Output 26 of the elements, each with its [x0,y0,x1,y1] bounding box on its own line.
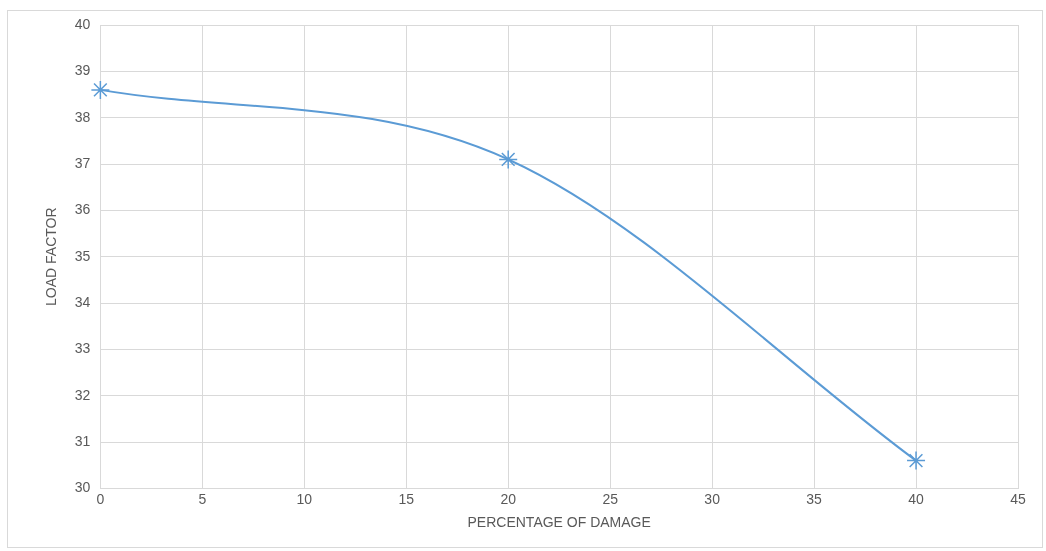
y-tick-label: 37 [74,154,91,171]
y-tick-label: 33 [74,340,91,357]
x-tick-label: 25 [602,490,619,507]
x-tick-label: 20 [500,490,517,507]
x-tick-label: 30 [704,490,721,507]
x-tick-label: 40 [908,490,925,507]
x-tick-label: 10 [296,490,313,507]
y-axis-title: LOAD FACTOR [43,207,60,306]
y-tick-label: 31 [74,432,91,449]
y-tick-label: 36 [74,201,91,218]
y-tick-label: 30 [74,479,91,496]
x-tick-label: 15 [398,490,415,507]
x-tick-label: 35 [806,490,823,507]
point [498,149,518,170]
y-tick-label: 38 [74,108,91,125]
point [90,80,111,100]
x-axis-title: PERCENTAGE OF DAMAGE [467,514,651,531]
y-tick-label: 34 [74,293,91,310]
y-tick-label: 39 [74,62,91,79]
x-tick-label: 5 [198,490,207,507]
y-tick-label: 35 [74,247,91,264]
point [906,450,926,471]
y-tick-label: 40 [74,15,91,32]
y-tick-label: 32 [74,386,91,403]
x-tick-label: 0 [96,490,105,507]
x-tick-label: 45 [1010,490,1026,507]
